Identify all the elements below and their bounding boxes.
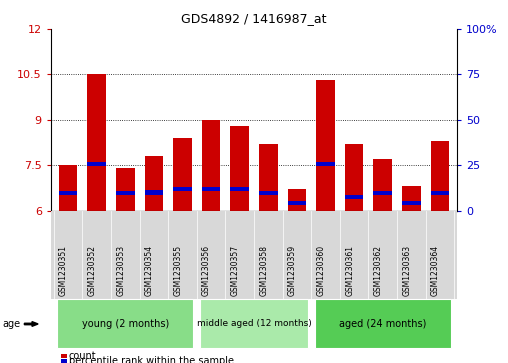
Bar bbox=[373, 159, 392, 211]
Text: count: count bbox=[69, 351, 96, 361]
Bar bbox=[231, 187, 249, 192]
Bar bbox=[345, 195, 363, 199]
Text: GSM1230361: GSM1230361 bbox=[345, 245, 354, 296]
Title: GDS4892 / 1416987_at: GDS4892 / 1416987_at bbox=[181, 12, 327, 25]
Bar bbox=[259, 144, 277, 211]
Text: GSM1230364: GSM1230364 bbox=[431, 245, 440, 296]
Bar bbox=[402, 186, 421, 211]
Text: middle aged (12 months): middle aged (12 months) bbox=[197, 319, 311, 329]
Text: GSM1230362: GSM1230362 bbox=[374, 245, 383, 296]
Bar bbox=[58, 165, 77, 211]
Text: GSM1230355: GSM1230355 bbox=[173, 245, 182, 296]
Text: young (2 months): young (2 months) bbox=[82, 319, 169, 329]
Text: GSM1230358: GSM1230358 bbox=[259, 245, 268, 296]
Bar bbox=[87, 74, 106, 211]
Bar bbox=[373, 191, 392, 195]
Bar bbox=[288, 189, 306, 211]
Text: GSM1230357: GSM1230357 bbox=[231, 245, 240, 296]
Bar bbox=[259, 191, 277, 195]
Text: GSM1230351: GSM1230351 bbox=[59, 245, 68, 296]
Bar bbox=[345, 144, 363, 211]
Text: aged (24 months): aged (24 months) bbox=[339, 319, 427, 329]
Bar bbox=[116, 191, 135, 195]
Bar bbox=[231, 126, 249, 211]
Bar bbox=[145, 156, 163, 211]
Text: GSM1230359: GSM1230359 bbox=[288, 245, 297, 296]
Bar bbox=[431, 141, 450, 211]
Text: GSM1230353: GSM1230353 bbox=[116, 245, 125, 296]
Bar bbox=[316, 81, 335, 211]
Bar bbox=[202, 120, 220, 211]
Text: GSM1230363: GSM1230363 bbox=[402, 245, 411, 296]
Bar bbox=[116, 168, 135, 211]
Text: age: age bbox=[3, 319, 21, 329]
Bar bbox=[316, 162, 335, 166]
Bar bbox=[87, 162, 106, 166]
Text: GSM1230360: GSM1230360 bbox=[316, 245, 326, 296]
Text: GSM1230352: GSM1230352 bbox=[87, 245, 97, 296]
Bar bbox=[145, 190, 163, 195]
Bar bbox=[58, 191, 77, 195]
Bar bbox=[173, 187, 192, 192]
Text: percentile rank within the sample: percentile rank within the sample bbox=[69, 356, 234, 363]
Bar bbox=[173, 138, 192, 211]
Text: GSM1230356: GSM1230356 bbox=[202, 245, 211, 296]
Bar bbox=[202, 187, 220, 192]
Bar bbox=[402, 201, 421, 205]
Bar bbox=[431, 191, 450, 195]
Text: GSM1230354: GSM1230354 bbox=[145, 245, 154, 296]
Bar bbox=[288, 201, 306, 205]
